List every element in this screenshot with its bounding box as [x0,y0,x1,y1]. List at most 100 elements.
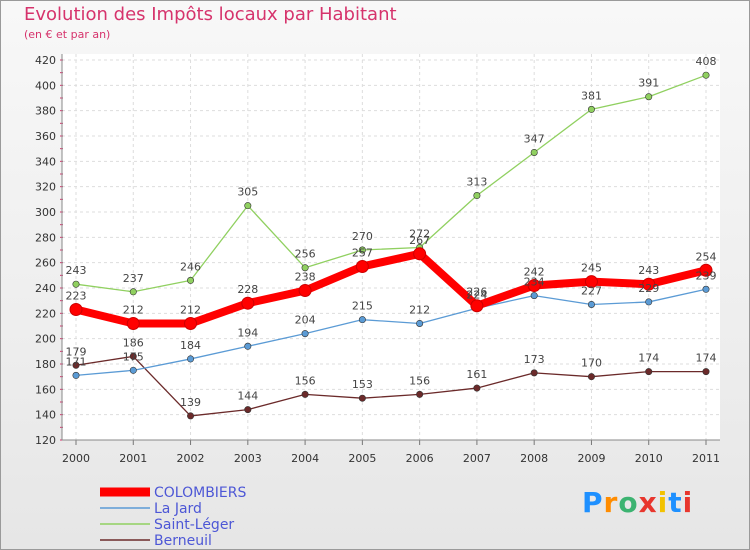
series-point [244,342,252,350]
data-label: 156 [295,374,316,387]
y-tick-label: 380 [35,105,56,118]
data-label: 226 [466,286,487,299]
series-point [413,247,427,261]
data-label: 173 [524,353,545,366]
y-tick-label: 320 [35,181,56,194]
data-label: 229 [638,282,659,295]
plot-area [62,54,720,440]
x-tick-label: 2002 [177,452,205,465]
x-tick-label: 2006 [406,452,434,465]
x-tick-label: 2005 [348,452,376,465]
data-label: 239 [696,269,717,282]
series-point [69,303,83,317]
data-label: 186 [123,336,144,349]
data-label: 171 [66,355,87,368]
data-label: 212 [180,303,201,316]
data-label: 237 [123,272,144,285]
x-tick-label: 2000 [62,452,90,465]
legend-label: COLOMBIERS [154,485,247,501]
series-point [187,355,195,363]
data-label: 204 [295,314,316,327]
data-label: 144 [237,390,258,403]
series-point [72,361,80,369]
series-point [184,316,198,330]
data-label: 174 [696,352,717,365]
series-point [702,285,710,293]
series-point [645,298,653,306]
series-point [301,390,309,398]
data-label: 174 [638,352,659,365]
series-point [129,352,137,360]
data-label: 224 [466,288,487,301]
data-label: 347 [524,132,545,145]
series-point [587,105,595,113]
axes: 120 140 160 180 200 220 240 260 280 300 320 340 360 3… [35,54,720,465]
data-label: 254 [696,250,717,263]
series-point [301,264,309,272]
series-point [358,316,366,324]
x-tick-label: 2008 [520,452,548,465]
series-point [530,148,538,156]
x-tick-label: 2011 [692,452,720,465]
y-tick-label: 280 [35,231,56,244]
series-point [298,284,312,298]
data-label: 267 [409,234,430,247]
data-label: 245 [581,262,602,275]
x-tick-label: 2007 [463,452,491,465]
series-point [702,71,710,79]
series-point [699,263,713,277]
data-label: 212 [123,303,144,316]
logo-letter: x [638,486,658,519]
data-label: 408 [696,55,717,68]
legend-label: La Jard [154,501,202,517]
data-label: 194 [237,326,258,339]
series-point [530,369,538,377]
y-tick-label: 140 [35,409,56,422]
data-label: 243 [66,264,87,277]
series-point [530,292,538,300]
data-label: 234 [524,276,545,289]
data-label: 305 [237,186,258,199]
y-tick-label: 200 [35,333,56,346]
x-tick-label: 2009 [577,452,605,465]
data-label: 242 [524,265,545,278]
data-label: 227 [581,284,602,297]
series-point [473,192,481,200]
series-point [527,278,541,292]
logo-letter: i [682,486,694,519]
x-tick-label: 2004 [291,452,319,465]
series-point [587,300,595,308]
logo-letter: i [657,486,669,519]
data-label: 212 [409,303,430,316]
data-label: 215 [352,300,373,313]
series-point [358,394,366,402]
data-label: 270 [352,230,373,243]
data-label: 153 [352,378,373,391]
y-tick-label: 160 [35,383,56,396]
series-point [358,246,366,254]
data-label: 256 [295,248,316,261]
x-tick-label: 2010 [635,452,663,465]
series-point [587,373,595,381]
legend-label: Saint-Léger [154,517,234,533]
series-point [126,316,140,330]
chart-title: Evolution des Impôts locaux par Habitant [24,4,397,25]
data-label: 161 [466,368,487,381]
data-label: 391 [638,77,659,90]
data-label: 272 [409,227,430,240]
data-label: 170 [581,357,602,370]
logo-letter: t [668,486,683,519]
series-point [416,319,424,327]
series-point [645,93,653,101]
series-point [72,371,80,379]
series-point [72,280,80,288]
series-point [244,202,252,210]
series-point [702,368,710,376]
x-tick-label: 2003 [234,452,262,465]
series-point [244,406,252,414]
series-point [584,275,598,289]
series-point [470,299,484,313]
